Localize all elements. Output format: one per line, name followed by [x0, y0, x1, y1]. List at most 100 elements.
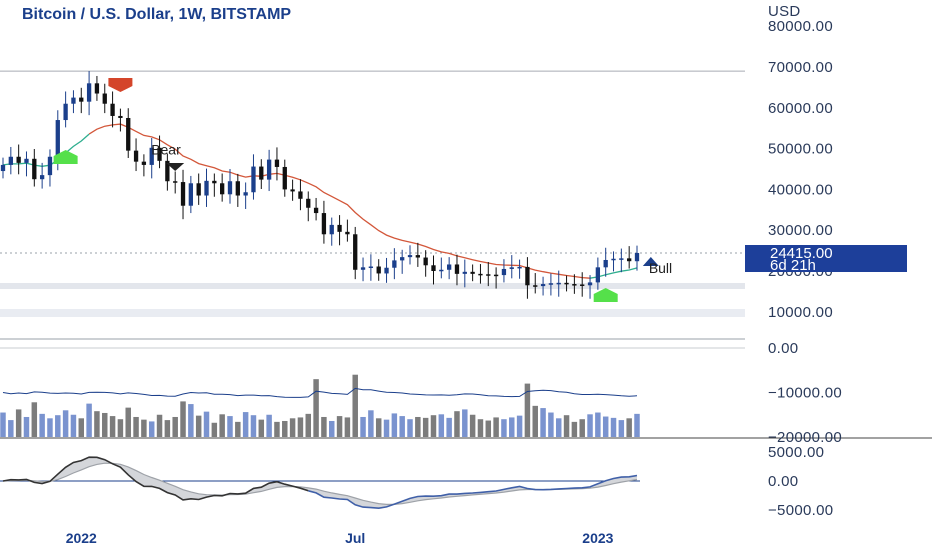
- ema-bear-segment: [88, 123, 591, 279]
- volume-bar: [485, 420, 492, 437]
- volume-bar: [109, 416, 116, 437]
- volume-bar: [571, 421, 578, 437]
- volume-bar: [141, 419, 147, 437]
- candle-body: [220, 183, 225, 195]
- candle-body: [517, 266, 522, 269]
- volume-bar: [86, 403, 92, 437]
- volume-bar: [39, 413, 45, 437]
- sell-signal-marker: [108, 78, 133, 92]
- volume-bar: [422, 417, 429, 437]
- volume-tick-label: −20000.00: [768, 429, 842, 446]
- candle-body: [149, 147, 154, 165]
- volume-bar: [31, 402, 38, 437]
- volume-bar: [313, 379, 319, 437]
- volume-bar: [516, 415, 523, 437]
- candle-body: [548, 283, 554, 285]
- candle-body: [196, 183, 201, 196]
- candle-body: [611, 258, 616, 261]
- signal-line: [2, 462, 638, 505]
- volume-bar: [610, 417, 617, 437]
- moving-average-lines: [2, 123, 638, 279]
- candle-body: [157, 147, 162, 161]
- volume-bar: [415, 416, 421, 437]
- candle-body: [493, 274, 499, 277]
- volume-bar: [0, 412, 6, 437]
- candle-body: [587, 282, 593, 286]
- candle-body: [274, 159, 280, 167]
- candle-body: [235, 181, 240, 196]
- volume-bar: [211, 422, 218, 437]
- volume-axis-ticks: 0.00 −10000.00 −20000.00: [768, 340, 842, 446]
- volume-bar: [438, 414, 445, 437]
- candle-body: [431, 265, 436, 271]
- candle-body: [188, 183, 194, 206]
- candle-body: [353, 234, 358, 270]
- volume-bar: [399, 416, 405, 437]
- candle-body: [627, 258, 632, 262]
- candle-body: [227, 181, 233, 195]
- volume-bar: [555, 418, 562, 437]
- candle-body: [71, 97, 76, 104]
- volume-bar: [78, 418, 85, 437]
- volume-tick-label: 0.00: [768, 340, 798, 357]
- annotation-bull: Bull: [649, 260, 672, 276]
- volume-tick-label: −10000.00: [768, 385, 842, 402]
- volume-bar: [148, 421, 155, 437]
- candle-body: [509, 267, 514, 269]
- volume-bar: [102, 412, 108, 437]
- candle-body: [540, 284, 546, 287]
- volume-bar: [336, 416, 343, 437]
- candle-body: [533, 285, 538, 287]
- candle-body: [400, 257, 405, 261]
- volume-bar: [524, 383, 531, 437]
- last-price-value: 24415.00: [770, 245, 833, 262]
- candle-body: [572, 284, 577, 286]
- candle-body: [63, 103, 68, 121]
- volume-bar: [156, 414, 163, 437]
- buy-signal-marker: [53, 150, 78, 164]
- candle-body: [446, 264, 452, 270]
- candle-body: [423, 257, 428, 266]
- candle-body: [470, 271, 475, 274]
- volume-bar: [195, 415, 202, 437]
- volume-bar: [62, 410, 69, 437]
- volume-bar: [540, 408, 546, 437]
- candle-body: [212, 180, 217, 184]
- candle-body: [251, 166, 256, 193]
- candle-body: [282, 166, 287, 190]
- candle-body: [298, 191, 303, 199]
- volume-bar: [250, 415, 257, 437]
- candle-body: [407, 255, 413, 258]
- macd-line-down: [2, 456, 309, 501]
- candle-body: [634, 252, 640, 262]
- time-tick-label: Jul: [345, 530, 365, 546]
- volume-bar: [289, 418, 296, 437]
- candle-body: [165, 160, 170, 182]
- price-axis-ticks: 80000.00 70000.00 60000.00 50000.00 40000.00…: [768, 18, 833, 321]
- volume-bar: [563, 415, 570, 437]
- volume-bar: [258, 419, 265, 437]
- volume-bar: [587, 414, 593, 437]
- price-tick-label: 30000.00: [768, 222, 833, 239]
- candle-body: [360, 267, 366, 270]
- volume-bar: [626, 418, 632, 437]
- candle-body: [55, 120, 60, 157]
- volume-bar: [172, 416, 178, 437]
- macd-cloud: [3, 457, 637, 509]
- last-price-tag[interactable]: 24415.00 6d 21h: [745, 245, 907, 274]
- macd-series: [0, 456, 640, 510]
- bull-arrow-marker: [642, 257, 659, 266]
- volume-bar: [360, 416, 366, 437]
- volume-bar: [117, 419, 124, 437]
- volume-bar: [368, 410, 374, 437]
- bar-countdown: 6d 21h: [770, 257, 816, 274]
- candle-body: [321, 213, 327, 235]
- chart-annotations: Bear Bull: [151, 142, 672, 276]
- time-tick-label: 2022: [66, 530, 97, 546]
- candle-body: [454, 264, 460, 274]
- candle-body: [415, 255, 420, 258]
- candle-body: [110, 103, 115, 116]
- candle-body: [141, 161, 147, 165]
